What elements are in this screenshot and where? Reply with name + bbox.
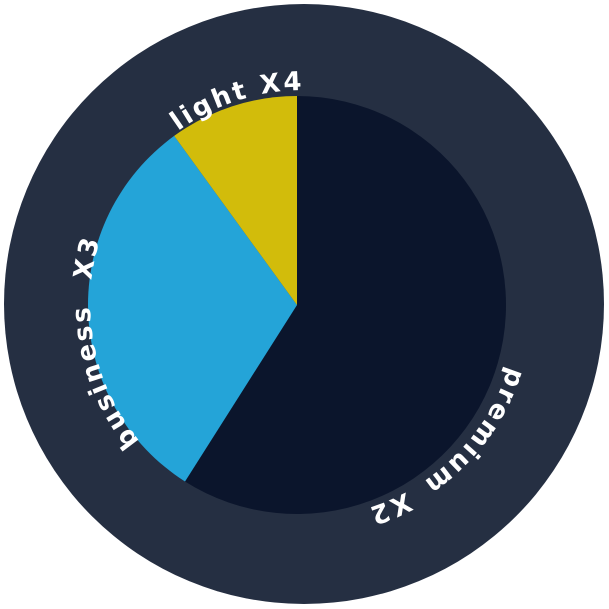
pie-slice-business [88, 135, 298, 482]
pie-slices [88, 96, 507, 514]
pie-slice-light [174, 96, 297, 305]
pie-slice-premium [185, 96, 507, 514]
